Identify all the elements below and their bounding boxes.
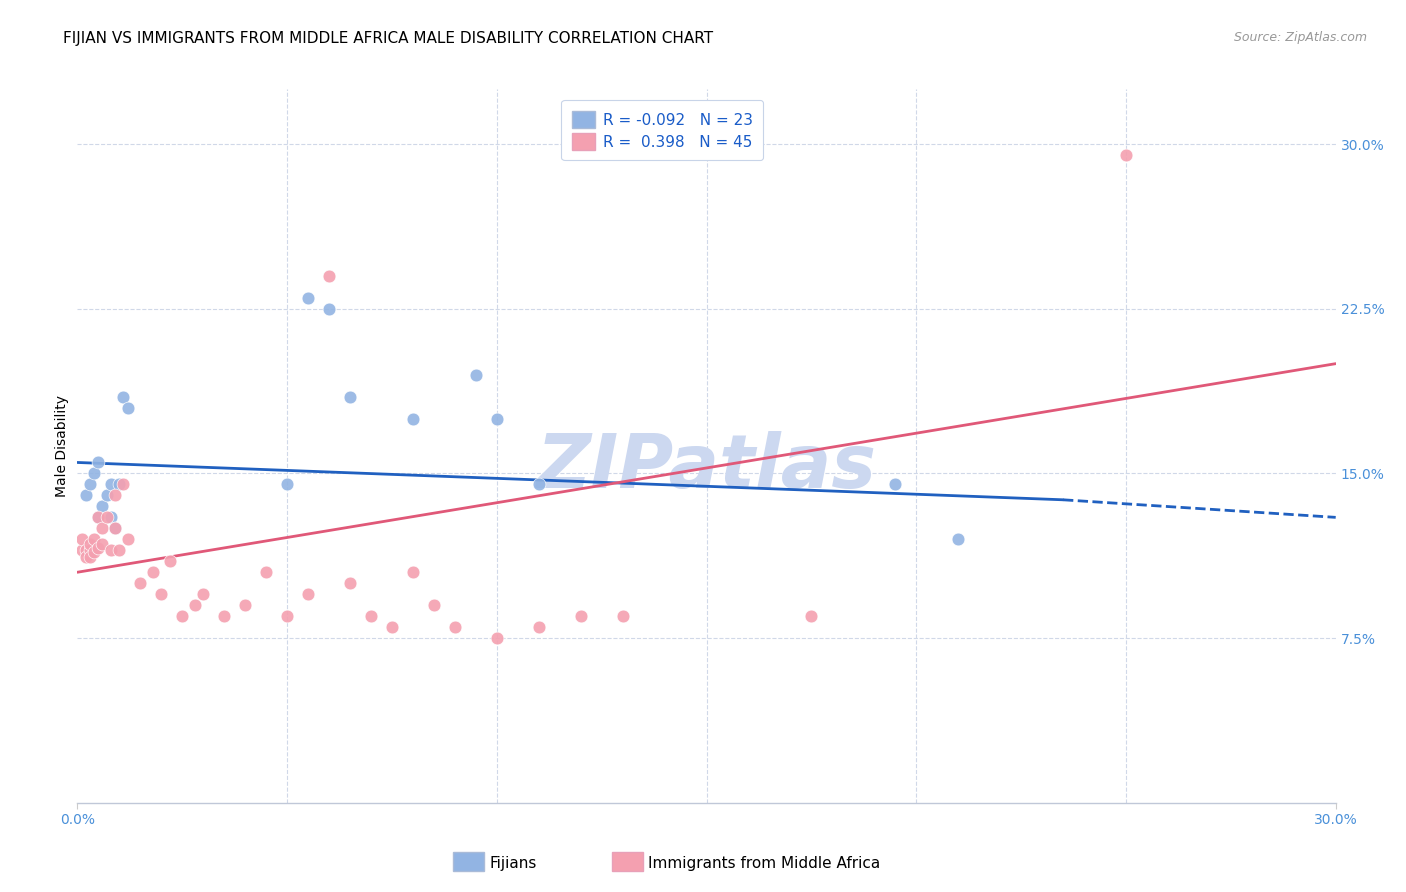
Point [91,537,114,551]
Point [96,488,118,502]
Text: FIJIAN VS IMMIGRANTS FROM MIDDLE AFRICA MALE DISABILITY CORRELATION CHART: FIJIAN VS IMMIGRANTS FROM MIDDLE AFRICA … [63,31,713,46]
Point [318,268,340,283]
Point [79,477,101,491]
Point [184,598,207,612]
Point [276,609,298,624]
Point [948,533,970,547]
Legend: R = -0.092   N = 23, R =  0.398   N = 45: R = -0.092 N = 23, R = 0.398 N = 45 [561,101,763,161]
Text: Fijians: Fijians [489,856,537,871]
Point [318,301,340,316]
Point [1115,148,1137,162]
Point [83,533,105,547]
Point [108,477,131,491]
Point [569,609,592,624]
Point [83,467,105,481]
Point [381,620,404,634]
Point [100,543,122,558]
Point [75,549,97,564]
Point [87,541,110,555]
Point [297,587,319,601]
Point [233,598,256,612]
Point [612,609,634,624]
Point [117,533,139,547]
Point [485,631,508,645]
Point [75,488,97,502]
Point [339,576,361,591]
Point [339,390,361,404]
Point [191,587,215,601]
Point [464,368,486,382]
Point [527,477,550,491]
Point [150,587,173,601]
Point [70,533,93,547]
Point [87,455,110,469]
Point [402,566,425,580]
Point [142,566,165,580]
Point [884,477,907,491]
Text: Immigrants from Middle Africa: Immigrants from Middle Africa [648,856,880,871]
Point [96,510,118,524]
Point [297,291,319,305]
Point [212,609,235,624]
Point [79,537,101,551]
Point [87,510,110,524]
Text: ZIPatlas: ZIPatlas [537,431,876,504]
Point [527,620,550,634]
Point [800,609,823,624]
Point [104,521,127,535]
Point [360,609,382,624]
Point [254,566,277,580]
Point [108,543,131,558]
Point [159,554,181,568]
Point [91,500,114,514]
Point [104,488,127,502]
Point [83,545,105,559]
Point [423,598,446,612]
Point [100,477,122,491]
Point [276,477,298,491]
Point [112,390,135,404]
Point [117,401,139,415]
Point [112,477,135,491]
Text: Source: ZipAtlas.com: Source: ZipAtlas.com [1233,31,1367,45]
Point [79,543,101,558]
Point [485,411,508,425]
Point [444,620,467,634]
Point [100,510,122,524]
Point [104,521,127,535]
Point [402,411,425,425]
Point [87,510,110,524]
Point [79,549,101,564]
Y-axis label: Male Disability: Male Disability [55,395,69,497]
Point [172,609,194,624]
Point [129,576,152,591]
Point [70,543,93,558]
Point [75,543,97,558]
Point [91,521,114,535]
